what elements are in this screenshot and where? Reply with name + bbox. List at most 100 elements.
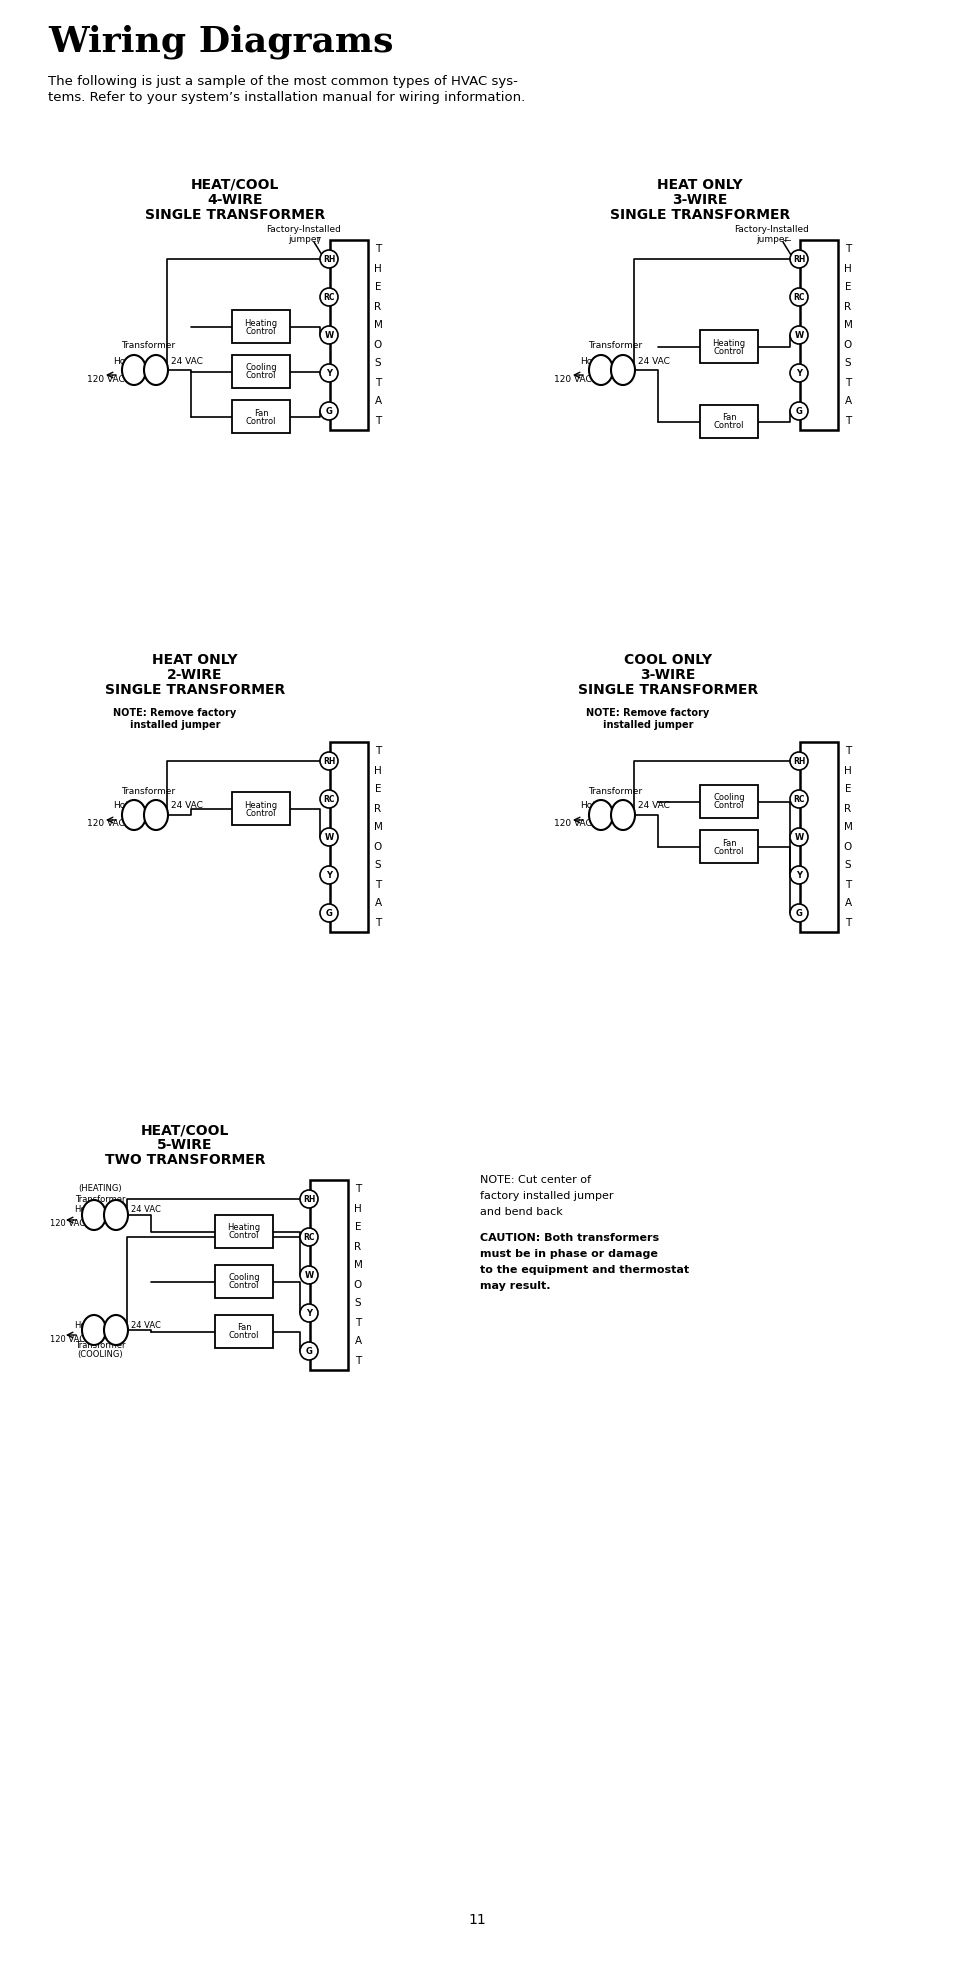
Bar — [310, 1179, 348, 1371]
Text: Transformer: Transformer — [74, 1195, 125, 1203]
Text: T: T — [844, 917, 850, 927]
Text: R: R — [374, 302, 381, 312]
Circle shape — [789, 250, 807, 268]
Circle shape — [319, 751, 337, 769]
Text: SINGLE TRANSFORMER: SINGLE TRANSFORMER — [145, 207, 325, 223]
Ellipse shape — [588, 801, 613, 830]
Text: Control: Control — [246, 327, 276, 335]
Circle shape — [319, 250, 337, 268]
Text: 120 VAC: 120 VAC — [50, 1335, 85, 1343]
Text: W: W — [794, 331, 802, 339]
Text: Fan: Fan — [720, 838, 736, 848]
Text: A: A — [355, 1337, 361, 1347]
Text: SINGLE TRANSFORMER: SINGLE TRANSFORMER — [609, 207, 789, 223]
Circle shape — [319, 791, 337, 809]
Text: E: E — [375, 282, 381, 292]
Ellipse shape — [610, 355, 635, 385]
Ellipse shape — [610, 801, 635, 830]
Text: Transformer: Transformer — [587, 787, 641, 795]
Text: Cooling: Cooling — [713, 793, 744, 803]
Text: O: O — [374, 339, 382, 349]
Text: T: T — [375, 245, 381, 254]
Text: Control: Control — [713, 846, 743, 856]
Text: A: A — [843, 396, 851, 406]
Circle shape — [299, 1229, 317, 1246]
Text: G: G — [795, 909, 801, 917]
Bar — [214, 1215, 273, 1248]
Text: Hot: Hot — [579, 357, 596, 365]
Text: —: — — [782, 237, 791, 245]
Text: 2-WIRE: 2-WIRE — [167, 669, 222, 682]
Text: 24 VAC: 24 VAC — [638, 357, 669, 365]
Text: RC: RC — [792, 795, 804, 803]
Text: tems. Refer to your system’s installation manual for wiring information.: tems. Refer to your system’s installatio… — [48, 91, 525, 103]
Text: R: R — [374, 803, 381, 814]
Text: 24 VAC: 24 VAC — [131, 1205, 161, 1215]
Text: SINGLE TRANSFORMER: SINGLE TRANSFORMER — [105, 682, 285, 696]
Text: T: T — [355, 1355, 361, 1365]
Circle shape — [319, 866, 337, 883]
Circle shape — [319, 288, 337, 306]
Text: (COOLING): (COOLING) — [77, 1351, 123, 1359]
Text: Y: Y — [795, 369, 801, 377]
Text: Control: Control — [713, 801, 743, 810]
Bar — [330, 241, 368, 430]
Text: 120 VAC: 120 VAC — [87, 375, 125, 383]
Circle shape — [789, 288, 807, 306]
Bar — [232, 355, 290, 388]
Text: M: M — [842, 321, 852, 331]
Ellipse shape — [144, 355, 168, 385]
Ellipse shape — [104, 1315, 128, 1345]
Text: RH: RH — [302, 1195, 314, 1203]
Text: H: H — [354, 1203, 361, 1213]
Text: Hot: Hot — [74, 1205, 89, 1215]
Text: must be in phase or damage: must be in phase or damage — [479, 1248, 658, 1258]
Text: E: E — [375, 785, 381, 795]
Text: Heating: Heating — [712, 339, 745, 347]
Text: Heating: Heating — [244, 319, 277, 327]
Text: S: S — [843, 860, 850, 870]
Text: S: S — [843, 359, 850, 369]
Text: may result.: may result. — [479, 1282, 550, 1292]
Text: Y: Y — [306, 1309, 312, 1317]
Text: Transformer: Transformer — [587, 341, 641, 351]
Text: and bend back: and bend back — [479, 1207, 562, 1217]
Text: E: E — [355, 1223, 361, 1232]
Text: 120 VAC: 120 VAC — [554, 820, 592, 828]
Text: Hot: Hot — [113, 801, 129, 810]
Text: HEAT/COOL: HEAT/COOL — [141, 1122, 229, 1138]
Circle shape — [319, 903, 337, 923]
Text: T: T — [375, 416, 381, 426]
Text: T: T — [375, 747, 381, 757]
Ellipse shape — [122, 801, 146, 830]
Text: NOTE: Remove factory: NOTE: Remove factory — [113, 708, 236, 718]
Circle shape — [299, 1266, 317, 1284]
Text: T: T — [355, 1317, 361, 1327]
Text: RC: RC — [303, 1232, 314, 1242]
Text: Hot: Hot — [113, 357, 129, 365]
Circle shape — [789, 903, 807, 923]
Text: 7: 7 — [314, 237, 320, 245]
Text: O: O — [843, 842, 851, 852]
Text: Hot: Hot — [74, 1321, 89, 1329]
Text: jumper: jumper — [755, 235, 787, 245]
Ellipse shape — [588, 355, 613, 385]
Text: M: M — [354, 1260, 362, 1270]
Text: T: T — [844, 377, 850, 388]
Bar — [214, 1264, 273, 1298]
Text: A: A — [374, 396, 381, 406]
Text: Control: Control — [229, 1331, 259, 1341]
Text: G: G — [305, 1347, 313, 1355]
Text: installed jumper: installed jumper — [130, 720, 220, 730]
Bar — [700, 830, 758, 864]
Bar — [232, 310, 290, 343]
Text: Factory-Installed: Factory-Installed — [266, 225, 341, 235]
Text: Fan: Fan — [720, 414, 736, 422]
Circle shape — [299, 1189, 317, 1209]
Text: 3-WIRE: 3-WIRE — [672, 193, 727, 207]
Text: RH: RH — [322, 254, 335, 264]
Text: 120 VAC: 120 VAC — [87, 820, 125, 828]
Text: H: H — [843, 765, 851, 775]
Text: Control: Control — [713, 422, 743, 430]
Bar — [214, 1315, 273, 1349]
